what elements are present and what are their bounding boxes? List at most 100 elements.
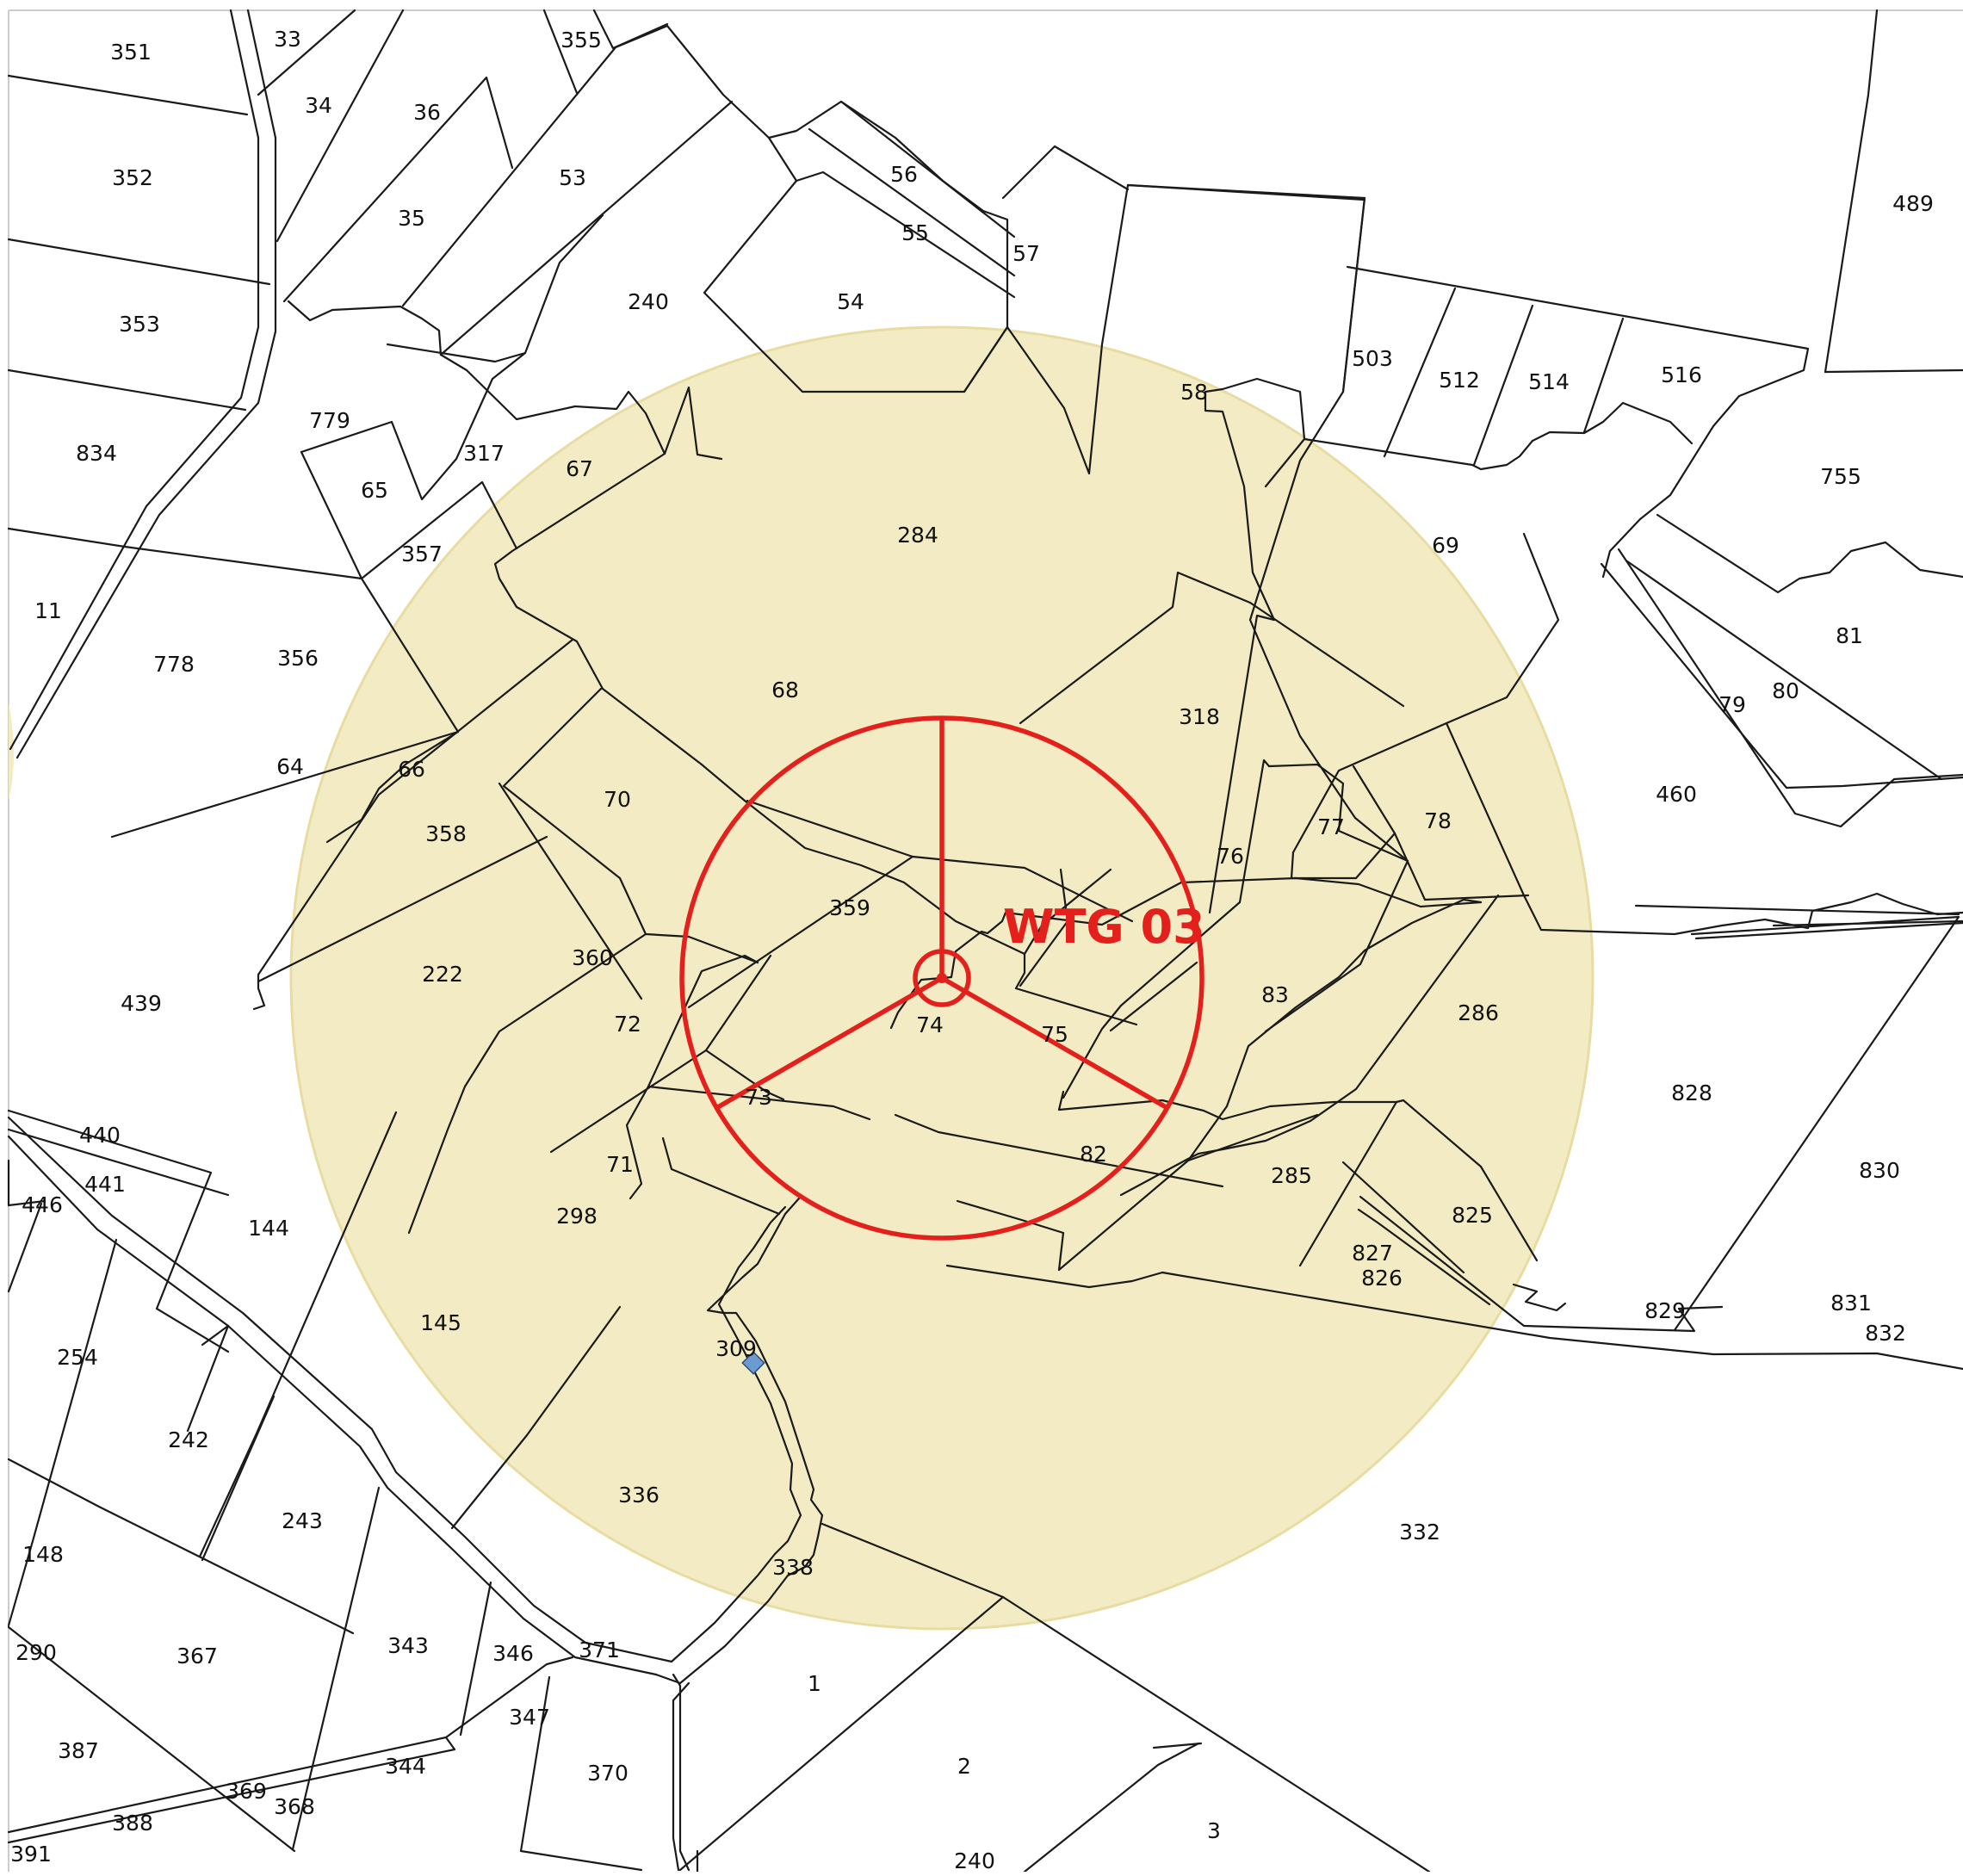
parcel-label: 512 xyxy=(1439,368,1480,393)
parcel-label: 779 xyxy=(309,408,350,433)
turbine-hub-dot xyxy=(937,973,947,983)
turbine-blade xyxy=(715,975,944,1111)
parcel-label: 66 xyxy=(398,757,425,782)
parcel-label: 834 xyxy=(76,441,117,466)
parcel-label: 73 xyxy=(745,1085,772,1110)
parcel-label: 67 xyxy=(566,456,593,481)
parcel-label: 144 xyxy=(248,1216,289,1241)
parcel-label: 388 xyxy=(112,1811,153,1836)
parcel-label: 370 xyxy=(587,1761,629,1786)
parcel-label: 352 xyxy=(112,165,153,190)
parcel-label: 284 xyxy=(897,523,938,548)
parcel-label: 242 xyxy=(168,1427,209,1452)
parcel-label: 343 xyxy=(387,1633,429,1658)
parcel-label: 240 xyxy=(628,289,669,314)
parcel-label: 83 xyxy=(1261,982,1289,1007)
parcel-label: 317 xyxy=(463,441,505,466)
parcel-label: 356 xyxy=(277,646,319,671)
parcel-label: 243 xyxy=(282,1508,323,1533)
parcel-label: 832 xyxy=(1865,1321,1906,1346)
parcel-label: 34 xyxy=(305,93,332,118)
parcel-label: 338 xyxy=(772,1555,814,1580)
turbine-blade xyxy=(940,975,1169,1111)
parcel-label: 76 xyxy=(1217,844,1244,869)
parcel-label: 286 xyxy=(1458,1000,1499,1025)
parcel-label: 827 xyxy=(1352,1241,1393,1266)
parcel-label: 516 xyxy=(1661,362,1702,387)
parcel-labels: 351 33 355 34 36 352 35 53 56 55 57 489 353 240 54 58 50… xyxy=(10,27,1934,1873)
parcel-label: 35 xyxy=(398,206,425,231)
parcel-label: 344 xyxy=(385,1754,426,1779)
parcel-label: 74 xyxy=(916,1012,944,1037)
parcel-label: 351 xyxy=(110,40,152,65)
parcel-label: 78 xyxy=(1424,808,1452,833)
parcel-label: 58 xyxy=(1180,380,1208,405)
parcel-label: 70 xyxy=(604,787,631,812)
parcel-label: 65 xyxy=(361,478,388,503)
wind-turbine-rotor-icon[interactable] xyxy=(679,715,1204,1241)
parcel-label: 33 xyxy=(274,27,301,52)
parcel-label: 353 xyxy=(119,312,160,337)
parcel-label: 56 xyxy=(890,162,918,187)
parcel-label: 828 xyxy=(1671,1080,1712,1105)
parcel-label: 222 xyxy=(422,962,463,987)
parcel-label: 360 xyxy=(572,945,613,970)
parcel-label: 75 xyxy=(1041,1022,1068,1047)
parcel-label: 69 xyxy=(1432,533,1459,558)
parcel-label: 332 xyxy=(1399,1520,1440,1545)
parcel-label: 826 xyxy=(1361,1266,1403,1291)
parcel-label: 81 xyxy=(1836,623,1863,648)
parcel-label: 290 xyxy=(15,1640,57,1665)
parcel-label: 829 xyxy=(1644,1298,1686,1323)
parcel-label: 489 xyxy=(1892,191,1934,216)
parcel-label: 68 xyxy=(771,678,799,703)
parcel-label: 11 xyxy=(34,598,62,623)
parcel-label: 71 xyxy=(606,1152,634,1177)
parcel-label: 240 xyxy=(954,1848,995,1872)
parcel-label: 359 xyxy=(829,895,870,920)
parcel-label: 72 xyxy=(614,1012,641,1037)
diamond-marker-icon[interactable] xyxy=(741,1351,765,1375)
parcel-label: 357 xyxy=(401,542,443,567)
parcel-label: 79 xyxy=(1718,692,1746,717)
parcel-label: 145 xyxy=(420,1310,461,1335)
parcel-label: 36 xyxy=(413,100,441,125)
parcel-label: 2 xyxy=(957,1754,971,1779)
parcel-label: 371 xyxy=(579,1638,620,1662)
parcel-label: 831 xyxy=(1830,1291,1872,1316)
parcel-label: 53 xyxy=(559,165,586,190)
parcel-label: 369 xyxy=(226,1779,267,1804)
parcel-label: 55 xyxy=(901,220,929,245)
parcel-label: 514 xyxy=(1528,369,1570,394)
parcel-label: 755 xyxy=(1820,464,1861,489)
parcel-label: 57 xyxy=(1012,241,1040,266)
parcel-label: 54 xyxy=(837,289,864,314)
parcel-label: 298 xyxy=(556,1204,598,1229)
parcel-label: 77 xyxy=(1317,814,1345,839)
parcel-label: 3 xyxy=(1207,1818,1221,1843)
parcel-label: 358 xyxy=(425,821,467,846)
parcel-label: 368 xyxy=(274,1794,315,1819)
parcel-label: 148 xyxy=(22,1542,64,1567)
parcel-label: 336 xyxy=(618,1483,659,1508)
parcel-label: 355 xyxy=(560,28,602,53)
parcel-label: 64 xyxy=(276,754,304,779)
parcel-label: 391 xyxy=(10,1842,52,1867)
parcel-label: 439 xyxy=(121,991,162,1016)
parcel-label: 825 xyxy=(1452,1203,1493,1228)
parcel-label: 830 xyxy=(1859,1158,1900,1183)
parcel-label: 778 xyxy=(153,652,195,677)
parcel-label: 254 xyxy=(57,1345,98,1370)
parcel-label: 346 xyxy=(492,1641,534,1666)
parcel-label: 441 xyxy=(84,1172,126,1197)
parcel-label: 285 xyxy=(1271,1163,1312,1188)
parcel-label: 82 xyxy=(1080,1142,1107,1167)
parcel-label: 387 xyxy=(58,1738,99,1763)
parcel-label: 503 xyxy=(1352,346,1393,371)
parcel-label: 309 xyxy=(715,1336,757,1361)
parcel-label: 80 xyxy=(1772,678,1799,703)
parcel-label: 367 xyxy=(176,1644,218,1669)
parcel-label: 318 xyxy=(1179,704,1220,729)
